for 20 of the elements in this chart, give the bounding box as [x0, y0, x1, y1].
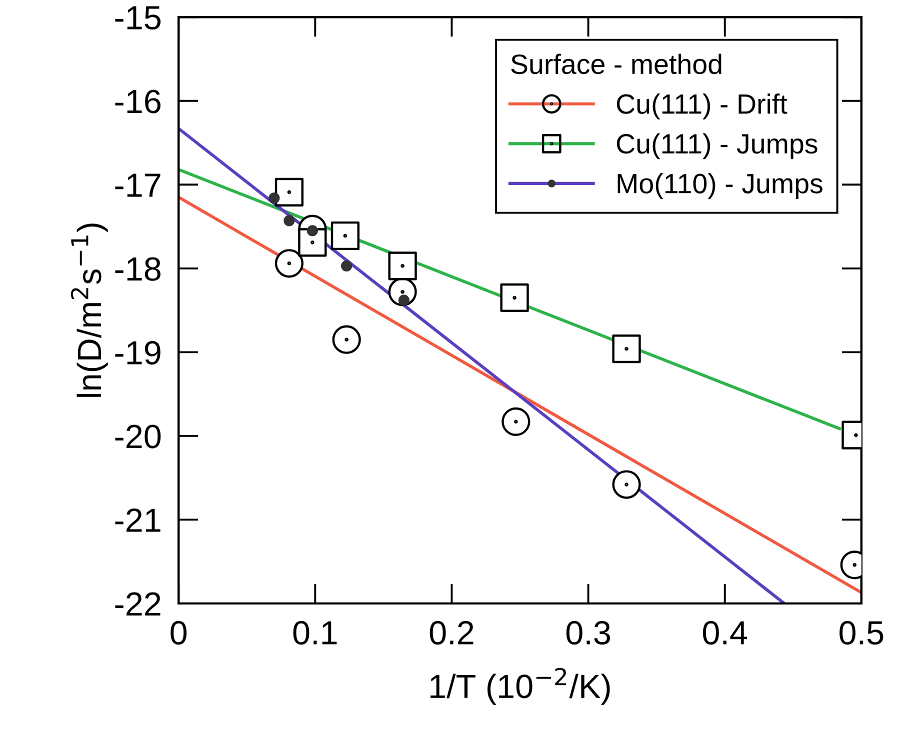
- y-axis-title: ln(D/m$^{2}$s$^{−1}$): [70, 224, 108, 397]
- y-tick-label: -21: [115, 508, 160, 532]
- y-tick-label: -20: [115, 424, 161, 448]
- x-tick-label: 0.2: [430, 620, 474, 645]
- y-tick-label: -15: [115, 6, 161, 30]
- legend-label: Cu(111) - Drift: [616, 93, 788, 120]
- y-tick-label: -18: [115, 257, 160, 281]
- legend-label: Mo(110) - Jumps: [618, 173, 822, 199]
- y-tick-label: -19: [115, 340, 160, 365]
- legend-label: Cu(111) - Jumps: [616, 133, 818, 160]
- y-tick-label: -16: [115, 90, 160, 114]
- y-tick-label: -17: [115, 174, 160, 197]
- x-tick-label: 0: [170, 620, 187, 645]
- x-axis-title: 1/T (10$^{−2}$/K): [430, 668, 610, 705]
- x-tick-label: 0.5: [840, 620, 884, 645]
- legend-title: Surface - method: [511, 54, 722, 74]
- x-tick-label: 0.1: [293, 620, 337, 645]
- x-tick-label: 0.4: [702, 620, 748, 645]
- y-tick-label: -22: [115, 592, 160, 616]
- x-tick-label: 0.3: [566, 620, 610, 645]
